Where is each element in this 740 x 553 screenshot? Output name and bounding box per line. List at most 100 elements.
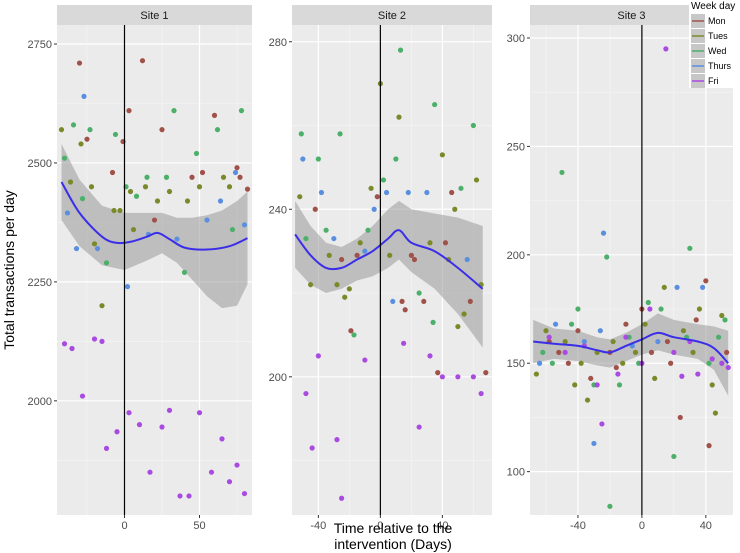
y-tick-label: 280 <box>269 37 287 49</box>
data-point-wed <box>238 108 245 114</box>
data-point-fri <box>439 374 445 380</box>
data-point-tues <box>334 282 340 288</box>
panel-site-3: Site 3 100 150 200 250 300 -40 0 40 <box>507 5 733 532</box>
data-point-tues <box>652 375 658 382</box>
confidence-band <box>61 143 248 309</box>
legend-item: Thurs <box>691 59 732 73</box>
data-point-fri <box>303 390 309 397</box>
data-point-mon <box>556 349 562 355</box>
data-point-fri <box>114 429 120 435</box>
data-point-thurs <box>405 189 411 196</box>
data-point-tues <box>610 338 616 345</box>
data-point-fri <box>478 390 484 397</box>
data-point-fri <box>159 424 165 430</box>
data-point-fri <box>177 493 183 499</box>
data-point-tues <box>696 306 703 312</box>
panel-site-2: Site 2 200 240 280 -40 0 40 <box>269 5 492 532</box>
y-tick-label: 150 <box>507 358 525 370</box>
x-tick-label: 0 <box>639 520 645 532</box>
data-point-wed <box>171 108 177 114</box>
data-point-wed <box>470 122 476 129</box>
data-point-thurs <box>424 189 430 196</box>
data-point-tues <box>342 294 348 300</box>
data-point-tues <box>473 177 480 183</box>
data-point-mon <box>348 328 354 334</box>
data-point-tues <box>439 152 445 158</box>
x-tick-label: 0 <box>121 520 127 532</box>
confidence-band <box>533 313 729 396</box>
data-point-tues <box>690 349 696 355</box>
data-point-thurs <box>600 230 607 236</box>
data-point-mon <box>442 240 449 246</box>
x-tick-label: 40 <box>436 520 448 532</box>
data-point-wed <box>416 290 422 296</box>
data-point-fri <box>136 422 143 428</box>
smooth-trend-line <box>60 181 248 251</box>
data-point-tues <box>680 328 687 334</box>
data-point-tues <box>396 114 402 120</box>
data-point-mon <box>435 370 441 376</box>
data-point-mon <box>402 307 408 313</box>
data-point-thurs <box>597 328 603 334</box>
data-point-wed <box>181 269 188 275</box>
data-point-mon <box>664 338 671 345</box>
legend-label: Fri <box>708 76 719 86</box>
y-tick-label: 2750 <box>28 39 52 51</box>
data-point-fri <box>725 364 731 371</box>
data-point-fri <box>79 393 86 399</box>
data-point-tues <box>709 382 715 388</box>
data-point-mon <box>312 206 318 212</box>
data-point-thurs <box>464 256 470 263</box>
data-point-fri <box>455 374 461 380</box>
data-point-fri <box>241 490 248 497</box>
data-point-mon <box>724 349 730 355</box>
x-tick-label: -40 <box>310 520 326 532</box>
data-point-fri <box>334 437 340 443</box>
data-point-fri <box>470 374 476 380</box>
data-point-tues <box>117 207 123 214</box>
legend-item: Fri <box>691 74 719 88</box>
data-point-mon <box>109 169 116 176</box>
data-point-fri <box>679 373 685 379</box>
data-point-mon <box>449 189 455 196</box>
data-point-tues <box>130 226 137 233</box>
data-point-fri <box>147 469 153 475</box>
data-point-tues <box>368 185 374 191</box>
data-point-fri <box>309 445 315 451</box>
data-point-tues <box>346 286 352 292</box>
panel-background <box>530 25 733 515</box>
data-point-fri <box>647 306 653 312</box>
data-point-thurs <box>64 210 71 216</box>
data-point-wed <box>671 453 677 460</box>
data-point-tues <box>297 194 303 200</box>
data-point-mon <box>237 174 243 180</box>
data-point-wed <box>706 360 712 366</box>
panel-strip <box>530 5 733 25</box>
data-point-tues <box>584 397 591 403</box>
data-point-wed <box>430 319 436 325</box>
data-point-fri <box>599 421 605 427</box>
legend: Week day Mon Tues Wed Thurs Fri <box>689 0 740 88</box>
data-point-fri <box>401 340 407 346</box>
data-point-fri <box>671 349 677 355</box>
y-tick-label: 250 <box>507 141 525 153</box>
y-axis-label: Total transactions per day <box>1 190 17 350</box>
data-point-tues <box>578 360 584 366</box>
data-point-wed <box>351 332 357 338</box>
data-point-thurs <box>81 93 87 99</box>
data-point-fri <box>126 410 132 416</box>
data-point-fri <box>623 334 629 340</box>
data-point-tues <box>99 303 105 309</box>
data-point-thurs <box>232 169 239 176</box>
data-point-fri <box>196 410 203 416</box>
data-point-wed <box>112 131 119 138</box>
data-point-fri <box>166 407 173 413</box>
data-point-fri <box>186 493 192 499</box>
data-point-wed <box>559 169 565 176</box>
data-point-tues <box>67 179 74 185</box>
data-point-thurs <box>73 245 80 252</box>
data-point-thurs <box>674 284 680 290</box>
y-tick-label: 240 <box>269 204 287 216</box>
data-point-thurs <box>552 321 559 327</box>
data-point-thurs <box>591 440 597 447</box>
